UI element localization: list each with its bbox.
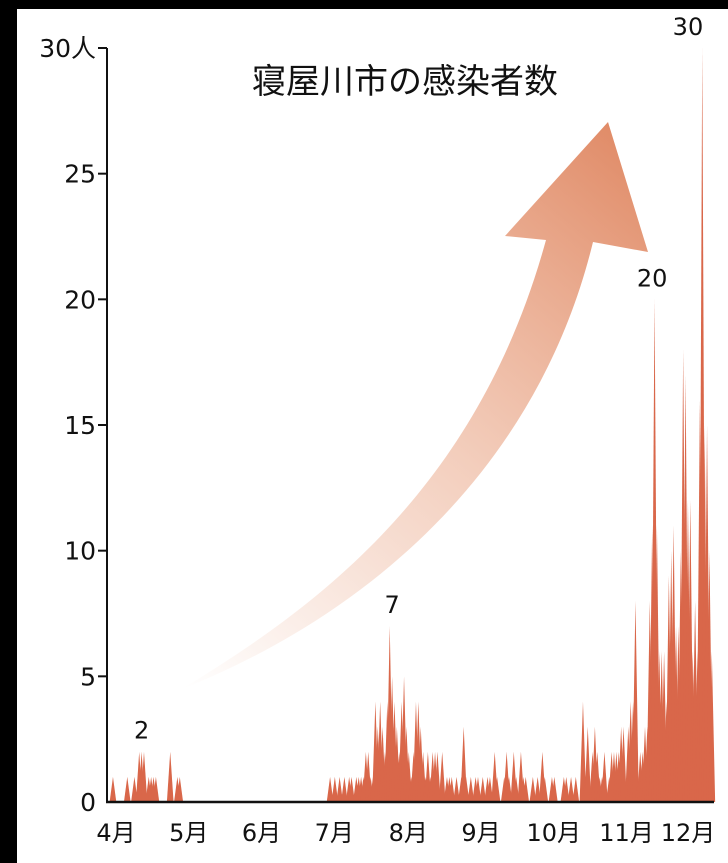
data-bar — [467, 776, 475, 802]
x-month-label: 8月 — [389, 819, 428, 847]
data-bar — [166, 751, 174, 802]
x-month-label: 11月 — [599, 819, 654, 847]
x-month-label: 9月 — [461, 819, 500, 847]
x-month-label: 6月 — [242, 819, 281, 847]
y-tick-label: 10 — [64, 537, 96, 566]
data-bar — [326, 776, 334, 802]
data-bar — [474, 776, 482, 802]
y-tick-label: 15 — [64, 411, 96, 440]
peak-label: 20 — [637, 264, 668, 292]
data-bar — [529, 776, 537, 802]
peak-label: 7 — [384, 591, 399, 619]
data-bar — [348, 776, 355, 802]
peak-annotations: 2 7 20 30 — [134, 13, 703, 745]
data-bar — [438, 751, 446, 802]
y-tick-label: 25 — [64, 160, 96, 189]
frame-border-top — [0, 0, 728, 9]
trend-arrow-graphic — [180, 122, 648, 690]
peak-label: 30 — [673, 13, 704, 41]
y-tick-label: 20 — [64, 285, 96, 314]
x-month-label: 5月 — [169, 819, 208, 847]
x-month-label: 7月 — [315, 819, 354, 847]
data-bar — [448, 776, 456, 802]
data-bar — [512, 776, 520, 802]
data-bar — [541, 776, 549, 802]
data-bar — [123, 776, 131, 802]
data-bar — [632, 600, 639, 802]
data-bar — [579, 701, 587, 802]
chart-title: 寝屋川市の感染者数 — [252, 62, 558, 102]
data-bar — [486, 776, 494, 802]
data-bar — [601, 751, 608, 802]
x-month-label: 12月 — [661, 819, 716, 847]
data-bar — [479, 776, 487, 802]
data-bar — [336, 776, 343, 802]
data-bar — [620, 726, 627, 802]
x-month-label: 4月 — [96, 819, 135, 847]
data-bar — [131, 776, 138, 802]
data-bar — [584, 726, 592, 802]
peak-label: 2 — [134, 717, 149, 745]
data-bar — [493, 776, 501, 802]
data-bar — [505, 776, 513, 802]
y-tick-label: 5 — [80, 662, 96, 691]
data-bar — [453, 776, 460, 802]
y-tick-label: 0 — [80, 788, 96, 817]
data-bar — [140, 751, 148, 802]
data-bar — [341, 776, 348, 802]
data-bar — [534, 776, 541, 802]
frame-border-left — [0, 0, 17, 863]
y-tick-label: 30人 — [39, 34, 96, 63]
data-bar — [708, 651, 716, 802]
data-bar — [562, 776, 570, 802]
data-bar — [462, 776, 470, 802]
data-bar — [176, 776, 184, 802]
data-bar — [522, 776, 530, 802]
data-bar — [109, 776, 117, 802]
x-month-labels: 4月 5月 6月 7月 8月 9月 10月 11月 12月 — [96, 819, 715, 847]
data-bar — [152, 776, 160, 802]
data-bar — [331, 776, 339, 802]
data-bar — [551, 776, 558, 802]
data-bars — [109, 48, 716, 802]
data-bar — [572, 776, 580, 802]
data-bar — [434, 751, 441, 802]
data-bar — [567, 776, 575, 802]
x-month-label: 10月 — [527, 819, 582, 847]
y-ticks: 0 5 10 15 20 25 30人 — [39, 34, 107, 817]
